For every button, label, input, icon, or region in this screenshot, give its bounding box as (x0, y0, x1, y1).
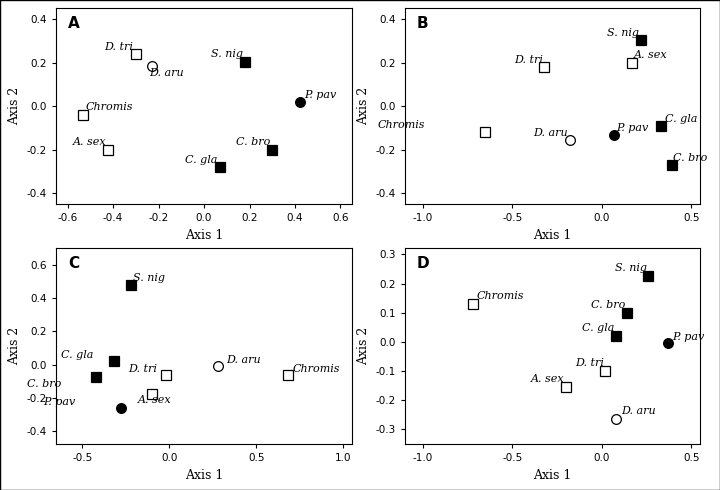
Text: Chromis: Chromis (477, 291, 524, 301)
Y-axis label: Axis 2: Axis 2 (357, 87, 370, 125)
Text: A: A (68, 16, 80, 31)
Text: D. aru: D. aru (150, 68, 184, 78)
Text: Chromis: Chromis (378, 120, 426, 130)
Text: D. tri: D. tri (104, 42, 133, 52)
Text: S. nig: S. nig (211, 49, 243, 59)
Text: C. bro: C. bro (590, 300, 625, 310)
X-axis label: Axis 1: Axis 1 (185, 228, 223, 242)
Text: C. bro: C. bro (673, 153, 708, 163)
Text: D. tri: D. tri (514, 55, 543, 65)
Text: B: B (416, 16, 428, 31)
Text: C. bro: C. bro (27, 379, 61, 389)
Text: P. pav: P. pav (43, 397, 76, 407)
Text: A. sex: A. sex (138, 395, 171, 405)
Text: A. sex: A. sex (73, 137, 107, 147)
Text: C. gla: C. gla (665, 114, 697, 123)
Text: A. sex: A. sex (531, 374, 564, 384)
Text: S. nig: S. nig (132, 273, 165, 283)
Y-axis label: Axis 2: Axis 2 (357, 327, 370, 366)
Text: P. pav: P. pav (616, 123, 649, 133)
Text: D. aru: D. aru (533, 128, 568, 138)
Text: D. tri: D. tri (128, 364, 157, 374)
Text: C. gla: C. gla (582, 323, 614, 333)
Text: Chromis: Chromis (293, 364, 341, 374)
Text: S. nig: S. nig (608, 27, 639, 38)
Text: C: C (68, 256, 79, 271)
Text: D. aru: D. aru (227, 354, 261, 365)
X-axis label: Axis 1: Axis 1 (534, 468, 572, 482)
Text: P. pav: P. pav (304, 90, 336, 99)
Text: C. gla: C. gla (185, 155, 217, 165)
Text: P. pav: P. pav (672, 332, 704, 342)
Text: A. sex: A. sex (634, 50, 667, 60)
Text: Chromis: Chromis (86, 101, 133, 112)
Y-axis label: Axis 2: Axis 2 (9, 87, 22, 125)
Text: C. gla: C. gla (61, 349, 94, 360)
X-axis label: Axis 1: Axis 1 (185, 468, 223, 482)
Text: D. tri: D. tri (575, 358, 603, 368)
Y-axis label: Axis 2: Axis 2 (9, 327, 22, 366)
Text: S. nig: S. nig (615, 263, 647, 273)
Text: D. aru: D. aru (621, 406, 656, 416)
Text: D: D (416, 256, 429, 271)
X-axis label: Axis 1: Axis 1 (534, 228, 572, 242)
Text: C. bro: C. bro (235, 137, 270, 147)
